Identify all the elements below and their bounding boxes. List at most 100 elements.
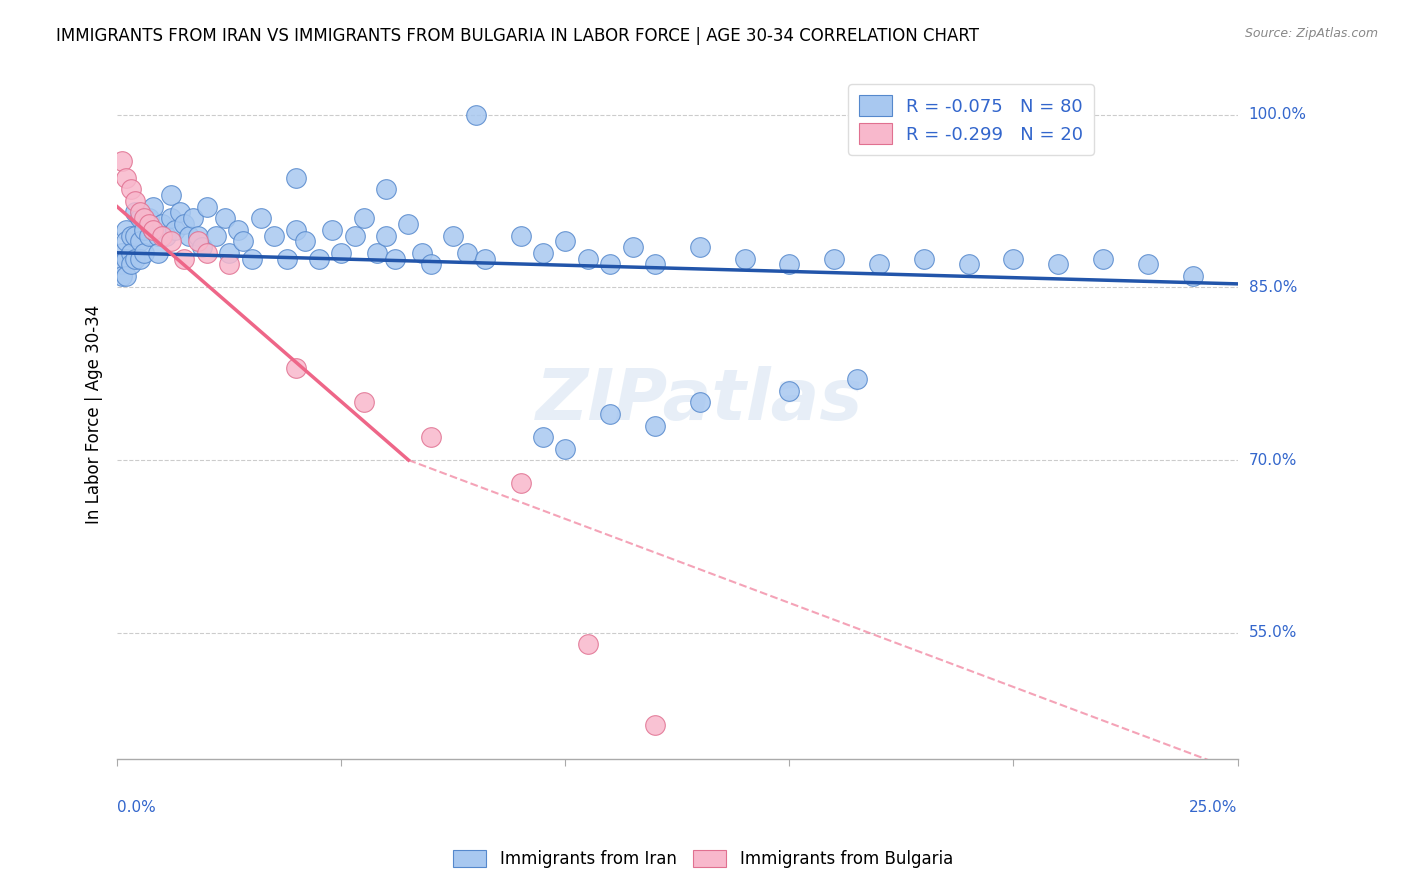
Point bbox=[554, 234, 576, 248]
Point bbox=[124, 228, 146, 243]
Point bbox=[285, 170, 308, 185]
Text: ZIPatlas: ZIPatlas bbox=[536, 366, 863, 434]
Point bbox=[384, 252, 406, 266]
Point bbox=[183, 211, 205, 226]
Point bbox=[169, 205, 191, 219]
Point bbox=[957, 257, 980, 271]
Point bbox=[330, 245, 353, 260]
Y-axis label: In Labor Force | Age 30-34: In Labor Force | Age 30-34 bbox=[86, 304, 103, 524]
Point bbox=[689, 395, 711, 409]
Point bbox=[138, 217, 160, 231]
Point bbox=[474, 252, 496, 266]
Point bbox=[276, 252, 298, 266]
Point bbox=[531, 245, 554, 260]
Point bbox=[124, 205, 146, 219]
Point bbox=[111, 153, 134, 168]
Point bbox=[823, 252, 845, 266]
Point bbox=[204, 228, 226, 243]
Point bbox=[146, 228, 169, 243]
Point bbox=[115, 170, 138, 185]
Point bbox=[441, 228, 464, 243]
Point bbox=[191, 240, 214, 254]
Point bbox=[124, 252, 146, 266]
Point bbox=[138, 228, 160, 243]
Point bbox=[132, 223, 155, 237]
Point bbox=[111, 245, 134, 260]
Point bbox=[232, 234, 254, 248]
Point bbox=[146, 245, 169, 260]
Point bbox=[115, 223, 138, 237]
Point bbox=[115, 268, 138, 283]
Point bbox=[138, 211, 160, 226]
Point bbox=[1047, 257, 1070, 271]
Text: 25.0%: 25.0% bbox=[1189, 800, 1237, 814]
Point bbox=[218, 257, 240, 271]
Point bbox=[173, 252, 195, 266]
Point bbox=[142, 223, 165, 237]
Text: 55.0%: 55.0% bbox=[1249, 625, 1296, 640]
Point bbox=[554, 442, 576, 456]
Point bbox=[177, 228, 200, 243]
Point bbox=[160, 234, 183, 248]
Text: 100.0%: 100.0% bbox=[1249, 107, 1306, 122]
Point bbox=[285, 360, 308, 375]
Point bbox=[456, 245, 478, 260]
Point bbox=[195, 200, 218, 214]
Point bbox=[142, 200, 165, 214]
Point bbox=[115, 252, 138, 266]
Legend: R = -0.075   N = 80, R = -0.299   N = 20: R = -0.075 N = 80, R = -0.299 N = 20 bbox=[848, 85, 1094, 155]
Point bbox=[195, 245, 218, 260]
Point bbox=[411, 245, 433, 260]
Point bbox=[142, 223, 165, 237]
Point bbox=[120, 228, 142, 243]
Point bbox=[132, 211, 155, 226]
Point bbox=[509, 476, 531, 491]
Point bbox=[353, 395, 375, 409]
Point bbox=[599, 257, 621, 271]
Text: 85.0%: 85.0% bbox=[1249, 280, 1296, 295]
Point bbox=[249, 211, 271, 226]
Point bbox=[150, 228, 173, 243]
Point bbox=[644, 418, 666, 433]
Text: 0.0%: 0.0% bbox=[117, 800, 156, 814]
Text: 70.0%: 70.0% bbox=[1249, 452, 1296, 467]
Point bbox=[734, 252, 756, 266]
Point bbox=[375, 182, 398, 196]
Point bbox=[187, 228, 209, 243]
Point bbox=[128, 234, 150, 248]
Point bbox=[375, 228, 398, 243]
Point bbox=[150, 217, 173, 231]
Point bbox=[226, 223, 249, 237]
Point bbox=[1092, 252, 1115, 266]
Point bbox=[599, 407, 621, 421]
Point bbox=[845, 372, 868, 386]
Point bbox=[778, 384, 800, 398]
Point bbox=[111, 257, 134, 271]
Point bbox=[1136, 257, 1159, 271]
Point bbox=[644, 257, 666, 271]
Text: Source: ZipAtlas.com: Source: ZipAtlas.com bbox=[1244, 27, 1378, 40]
Point bbox=[128, 205, 150, 219]
Point bbox=[263, 228, 285, 243]
Point bbox=[343, 228, 366, 243]
Point bbox=[120, 182, 142, 196]
Point bbox=[308, 252, 330, 266]
Point bbox=[576, 637, 599, 651]
Point bbox=[165, 223, 187, 237]
Point bbox=[366, 245, 388, 260]
Point bbox=[173, 217, 195, 231]
Point bbox=[115, 234, 138, 248]
Point bbox=[218, 245, 240, 260]
Legend: Immigrants from Iran, Immigrants from Bulgaria: Immigrants from Iran, Immigrants from Bu… bbox=[446, 843, 960, 875]
Point bbox=[187, 234, 209, 248]
Point bbox=[778, 257, 800, 271]
Point bbox=[912, 252, 935, 266]
Point bbox=[160, 211, 183, 226]
Point bbox=[398, 217, 420, 231]
Point bbox=[128, 252, 150, 266]
Point bbox=[868, 257, 890, 271]
Point bbox=[120, 257, 142, 271]
Text: IMMIGRANTS FROM IRAN VS IMMIGRANTS FROM BULGARIA IN LABOR FORCE | AGE 30-34 CORR: IMMIGRANTS FROM IRAN VS IMMIGRANTS FROM … bbox=[56, 27, 979, 45]
Point bbox=[285, 223, 308, 237]
Point bbox=[120, 245, 142, 260]
